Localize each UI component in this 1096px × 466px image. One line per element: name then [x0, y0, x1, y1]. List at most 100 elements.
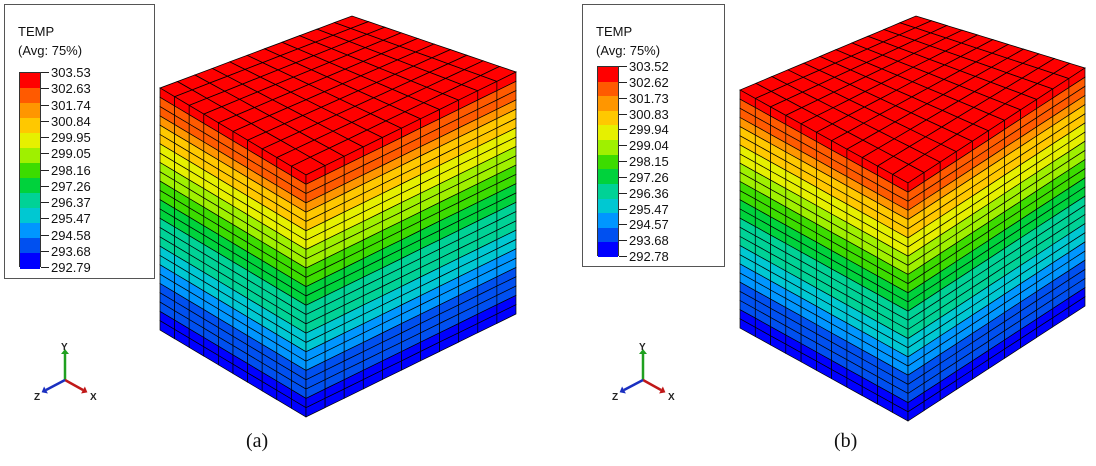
legend-color-segment — [598, 169, 618, 185]
z-axis-arrow-head — [619, 386, 626, 394]
legend-value-label: 295.47 — [51, 211, 91, 227]
legend-color-segment — [20, 163, 40, 179]
legend-value-label: 294.58 — [51, 227, 91, 243]
axis-triad: Y X Z — [34, 342, 97, 403]
right-face-element — [1068, 296, 1086, 318]
x-axis-arrow-head — [81, 386, 88, 394]
legend-value-label: 299.95 — [51, 130, 91, 145]
legend-tick — [619, 81, 627, 83]
legend-tick — [41, 88, 49, 90]
legend-value-label: 297.26 — [629, 169, 669, 185]
legend-color-bar — [597, 66, 619, 258]
z-axis-label: Z — [34, 392, 40, 403]
x-axis-label: X — [668, 392, 675, 403]
legend-subtitle: (Avg: 75%) — [596, 43, 661, 58]
legend-value-label: 295.47 — [629, 201, 669, 217]
z-axis-arrow — [45, 378, 66, 392]
panel-b: TEMP (Avg: 75%) 303.52 302.62 301.73 300.83… — [548, 0, 1096, 466]
legend-tick — [619, 66, 627, 67]
legend-tick — [619, 145, 627, 147]
legend-tick — [41, 267, 49, 268]
legend-subtitle: (Avg: 75%) — [18, 43, 83, 58]
legend-color-segment — [598, 198, 618, 214]
legend-color-segment — [598, 213, 618, 229]
right-face-element — [496, 304, 517, 324]
legend-value-label: 292.79 — [51, 260, 91, 275]
legend-color-segment — [20, 253, 40, 269]
legend-color-segment — [598, 242, 618, 258]
legend-color-segment — [598, 125, 618, 141]
legend-color-segment — [20, 178, 40, 194]
y-axis-label: Y — [639, 342, 646, 353]
legend-color-segment — [20, 148, 40, 164]
z-axis-label: Z — [612, 392, 618, 403]
legend-value-label: 297.26 — [51, 178, 91, 194]
legend-tick — [41, 169, 49, 171]
legend-tick — [41, 234, 49, 236]
legend-color-segment — [20, 103, 40, 119]
legend-tick — [619, 192, 627, 194]
legend-tick — [41, 153, 49, 155]
x-axis-arrow — [64, 378, 84, 392]
legend-value-label: 299.04 — [629, 138, 669, 154]
legend-color-segment — [20, 223, 40, 239]
legend-tick — [619, 256, 627, 257]
legend-color-segment — [20, 208, 40, 224]
legend-value-label: 296.36 — [629, 185, 669, 201]
caption-b: (b) — [834, 430, 858, 452]
legend-value-label: 303.52 — [629, 59, 669, 74]
legend-tick — [41, 218, 49, 220]
legend-color-segment — [20, 193, 40, 209]
cube-mesh — [159, 15, 518, 418]
legend-tick — [619, 113, 627, 115]
legend-tick — [619, 224, 627, 226]
legend-tick — [41, 185, 49, 187]
legend-value-label: 298.15 — [629, 154, 669, 169]
caption-a: (a) — [246, 430, 269, 452]
y-axis-label: Y — [61, 342, 68, 353]
legend-color-segment — [20, 118, 40, 134]
legend-title: TEMP — [18, 24, 55, 39]
legend-tick — [41, 72, 49, 73]
legend-tick — [41, 250, 49, 252]
legend-tick — [619, 129, 627, 131]
legend-value-label: 301.74 — [51, 97, 91, 113]
legend-value-label: 293.68 — [51, 243, 91, 259]
legend-value-label: 300.84 — [51, 113, 91, 129]
legend-color-segment — [598, 67, 618, 83]
legend-value-label: 299.05 — [51, 146, 91, 162]
legend-color-segment — [598, 110, 618, 126]
x-axis-arrow-head — [659, 386, 666, 394]
legend-color-segment — [20, 133, 40, 149]
legend-tick — [619, 161, 627, 162]
axis-triad: Y X Z — [612, 342, 675, 403]
legend-tick — [41, 120, 49, 122]
legend-title: TEMP — [596, 24, 633, 39]
legend-value-label: 299.94 — [629, 122, 669, 138]
legend-tick — [619, 176, 627, 178]
panel-a: TEMP (Avg: 75%) 303.53 302.63 301.74 300.84… — [4, 4, 518, 452]
legend-box: TEMP (Avg: 75%) 303.52 302.62 301.73 300.83… — [582, 4, 725, 267]
legend-tick — [619, 208, 627, 210]
legend-color-segment — [20, 73, 40, 89]
legend-tick — [619, 240, 627, 242]
legend-value-label: 294.57 — [629, 217, 669, 233]
legend-value-label: 302.62 — [629, 74, 669, 90]
cube-mesh — [739, 15, 1086, 422]
legend-color-segment — [598, 154, 618, 170]
legend-color-segment — [598, 140, 618, 156]
legend-box: TEMP (Avg: 75%) 303.53 302.63 301.74 300.84… — [4, 4, 155, 279]
legend-color-segment — [20, 238, 40, 254]
y-axis-arrow-head — [639, 349, 647, 354]
legend-value-label: 302.63 — [51, 81, 91, 97]
legend-value-label: 303.53 — [51, 65, 91, 80]
legend-value-label: 301.73 — [629, 90, 669, 106]
y-axis-arrow-head — [61, 349, 69, 354]
z-axis-arrow — [623, 378, 644, 392]
legend-color-segment — [598, 183, 618, 200]
legend-value-label: 300.83 — [629, 106, 669, 122]
legend-tick — [41, 137, 49, 138]
legend-color-segment — [598, 227, 618, 243]
legend-color-bar — [19, 72, 41, 269]
legend-tick — [619, 97, 627, 99]
